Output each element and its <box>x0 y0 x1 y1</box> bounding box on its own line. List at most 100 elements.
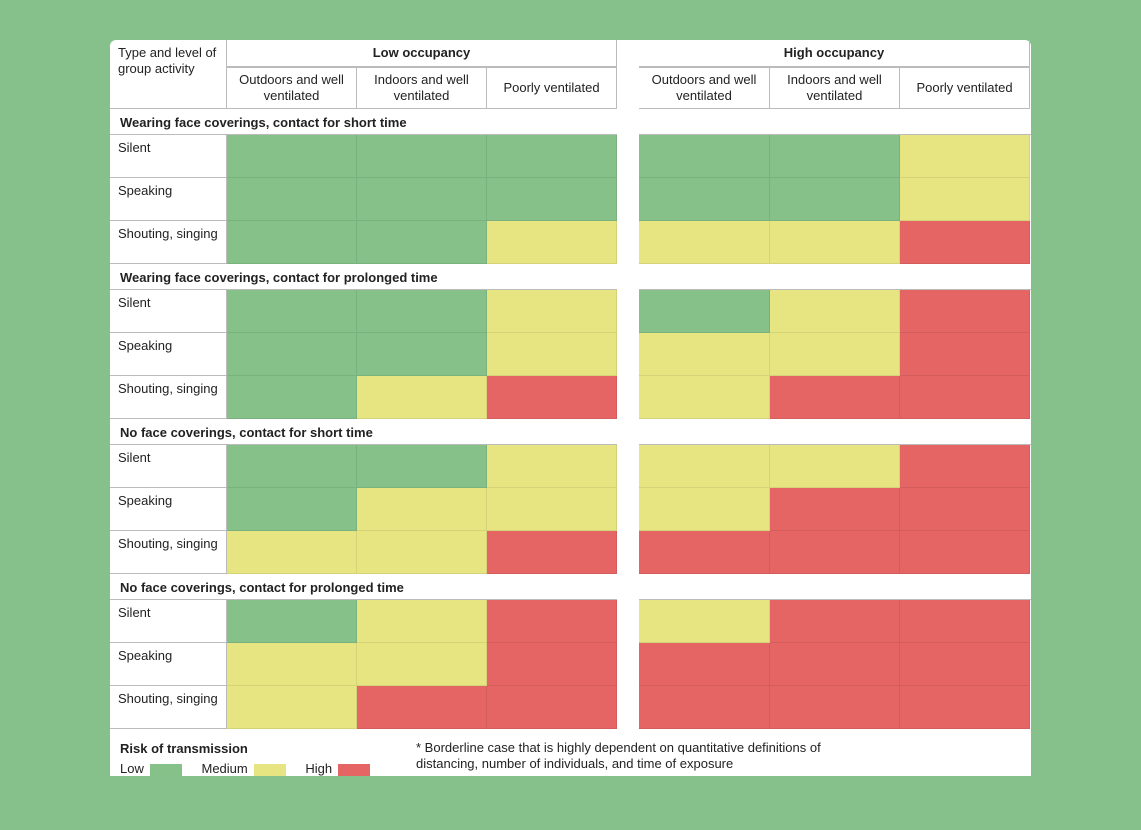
risk-cell-high <box>770 488 900 531</box>
legend-high-swatch <box>338 763 371 776</box>
risk-cell-low <box>357 178 487 221</box>
section-header: Wearing face coverings, contact for prol… <box>110 264 1031 290</box>
risk-cell-high <box>900 445 1030 488</box>
risk-cell-low <box>227 290 357 333</box>
risk-cell-high <box>487 600 617 643</box>
risk-cell-low <box>227 376 357 419</box>
risk-cell-low <box>639 290 770 333</box>
risk-cell-high <box>900 531 1030 574</box>
risk-cell-high <box>639 643 770 686</box>
column-header: Poorly ventilated <box>487 67 617 109</box>
risk-cell-medium <box>639 488 770 531</box>
risk-cell-high <box>639 531 770 574</box>
risk-cell-low <box>770 178 900 221</box>
risk-cell-low <box>770 135 900 178</box>
risk-cell-medium <box>357 643 487 686</box>
risk-cell-high <box>900 290 1030 333</box>
risk-cell-low <box>227 488 357 531</box>
risk-cell-high <box>900 333 1030 376</box>
risk-cell-low <box>639 178 770 221</box>
risk-cell-high <box>357 686 487 729</box>
risk-cell-high <box>487 686 617 729</box>
column-header: Outdoors and well ventilated <box>639 67 770 109</box>
risk-cell-low <box>227 221 357 264</box>
risk-cell-medium <box>487 290 617 333</box>
risk-cell-medium <box>900 135 1030 178</box>
risk-cell-high <box>900 643 1030 686</box>
risk-cell-medium <box>770 445 900 488</box>
risk-cell-medium <box>227 531 357 574</box>
column-header: Indoors and well ventilated <box>357 67 487 109</box>
risk-cell-low <box>227 445 357 488</box>
risk-cell-high <box>770 643 900 686</box>
section-header: No face coverings, contact for prolonged… <box>110 574 1031 600</box>
legend-low-swatch <box>149 763 182 776</box>
risk-cell-medium <box>357 488 487 531</box>
row-label: Shouting, singing <box>110 686 227 729</box>
risk-cell-medium <box>639 600 770 643</box>
column-header: Outdoors and well ventilated <box>227 67 357 109</box>
risk-cell-high <box>900 376 1030 419</box>
high-occupancy-header: High occupancy <box>639 40 1030 67</box>
risk-cell-low <box>487 178 617 221</box>
risk-cell-medium <box>770 333 900 376</box>
risk-cell-low <box>227 135 357 178</box>
row-label: Speaking <box>110 643 227 686</box>
row-label: Silent <box>110 600 227 643</box>
risk-cell-medium <box>639 333 770 376</box>
risk-cell-medium <box>227 686 357 729</box>
risk-cell-low <box>357 135 487 178</box>
risk-cell-medium <box>487 445 617 488</box>
risk-table: Type and level of group activity Low occ… <box>110 40 1031 776</box>
risk-cell-medium <box>639 445 770 488</box>
risk-cell-high <box>770 686 900 729</box>
row-label: Silent <box>110 445 227 488</box>
risk-cell-high <box>900 221 1030 264</box>
risk-cell-low <box>357 221 487 264</box>
row-label: Speaking <box>110 333 227 376</box>
legend-medium-swatch <box>253 763 286 776</box>
risk-cell-low <box>357 333 487 376</box>
row-label: Speaking <box>110 488 227 531</box>
risk-cell-high <box>487 376 617 419</box>
corner-header: Type and level of group activity <box>110 40 227 109</box>
low-occupancy-header: Low occupancy <box>227 40 617 67</box>
risk-cell-high <box>770 600 900 643</box>
legend-low-label: Low <box>120 761 144 776</box>
risk-cell-medium <box>639 221 770 264</box>
row-label: Shouting, singing <box>110 376 227 419</box>
risk-cell-low <box>227 333 357 376</box>
risk-cell-medium <box>357 531 487 574</box>
risk-cell-high <box>900 600 1030 643</box>
risk-cell-low <box>227 178 357 221</box>
risk-cell-high <box>770 531 900 574</box>
risk-cell-low <box>357 445 487 488</box>
column-gap <box>617 40 639 729</box>
risk-cell-high <box>487 531 617 574</box>
section-header: No face coverings, contact for short tim… <box>110 419 1031 445</box>
risk-cell-low <box>357 290 487 333</box>
risk-cell-low <box>639 135 770 178</box>
risk-cell-medium <box>357 376 487 419</box>
risk-cell-medium <box>770 221 900 264</box>
risk-cell-low <box>487 135 617 178</box>
row-label: Silent <box>110 290 227 333</box>
risk-cell-high <box>900 488 1030 531</box>
risk-cell-medium <box>900 178 1030 221</box>
column-header: Indoors and well ventilated <box>770 67 900 109</box>
legend-medium-label: Medium <box>201 761 248 776</box>
legend-title: Risk of transmission <box>120 741 248 756</box>
risk-cell-medium <box>639 376 770 419</box>
risk-cell-medium <box>487 333 617 376</box>
risk-cell-medium <box>770 290 900 333</box>
risk-cell-high <box>770 376 900 419</box>
legend-high-label: High <box>305 761 333 776</box>
risk-cell-medium <box>357 600 487 643</box>
risk-cell-high <box>900 686 1030 729</box>
row-label: Silent <box>110 135 227 178</box>
risk-cell-high <box>487 643 617 686</box>
section-header: Wearing face coverings, contact for shor… <box>110 109 1031 135</box>
borderline-note: * Borderline case that is highly depende… <box>416 740 821 771</box>
row-label: Shouting, singing <box>110 221 227 264</box>
risk-cell-low <box>227 600 357 643</box>
